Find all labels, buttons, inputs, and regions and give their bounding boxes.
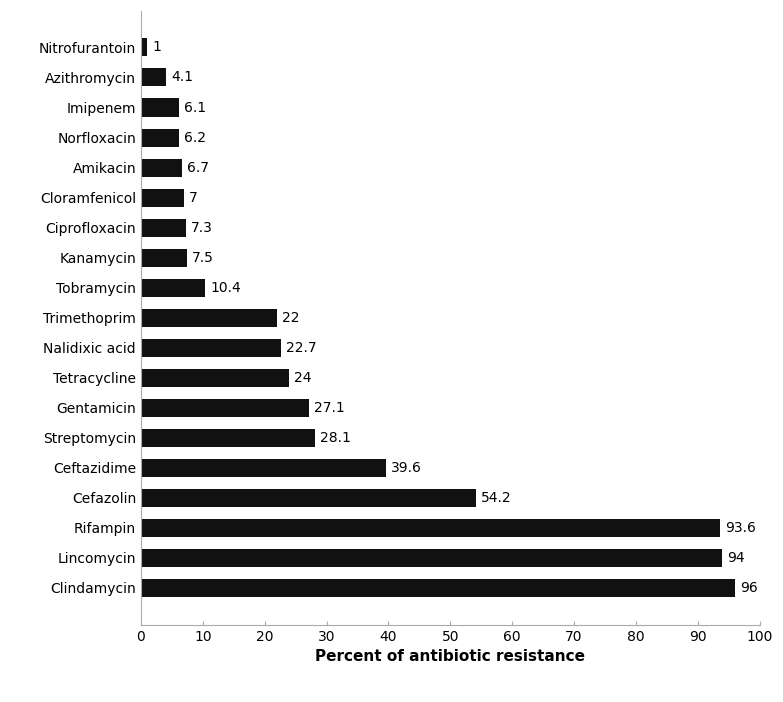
Bar [141, 309, 277, 326]
Bar [141, 489, 476, 507]
Text: 39.6: 39.6 [391, 461, 422, 475]
Text: 22.7: 22.7 [287, 340, 317, 355]
Text: 6.7: 6.7 [187, 161, 209, 175]
Text: 6.2: 6.2 [184, 131, 206, 145]
Text: 22: 22 [282, 311, 299, 324]
Text: 7.3: 7.3 [191, 220, 213, 234]
Text: 28.1: 28.1 [319, 431, 351, 445]
Bar [141, 128, 179, 147]
Bar [141, 39, 147, 56]
X-axis label: Percent of antibiotic resistance: Percent of antibiotic resistance [316, 649, 585, 664]
Text: 94: 94 [727, 551, 745, 565]
Text: 96: 96 [740, 581, 757, 595]
Text: 27.1: 27.1 [313, 401, 345, 415]
Bar [141, 249, 187, 267]
Bar [141, 159, 182, 176]
Bar [141, 279, 205, 297]
Text: 7.5: 7.5 [193, 251, 215, 265]
Bar [141, 399, 309, 417]
Text: 10.4: 10.4 [210, 281, 241, 295]
Bar [141, 189, 184, 206]
Bar [141, 69, 166, 86]
Bar [141, 549, 723, 567]
Text: 4.1: 4.1 [171, 70, 193, 84]
Text: 7: 7 [189, 190, 198, 204]
Bar [141, 218, 186, 237]
Bar [141, 429, 315, 446]
Bar [141, 519, 720, 537]
Bar [141, 579, 734, 597]
Bar [141, 338, 281, 357]
Text: 54.2: 54.2 [481, 491, 512, 505]
Bar [141, 459, 386, 477]
Bar [141, 369, 290, 387]
Bar [141, 98, 179, 117]
Text: 6.1: 6.1 [184, 100, 206, 114]
Text: 24: 24 [294, 371, 312, 385]
Text: 1: 1 [152, 41, 161, 55]
Text: 93.6: 93.6 [725, 521, 756, 535]
